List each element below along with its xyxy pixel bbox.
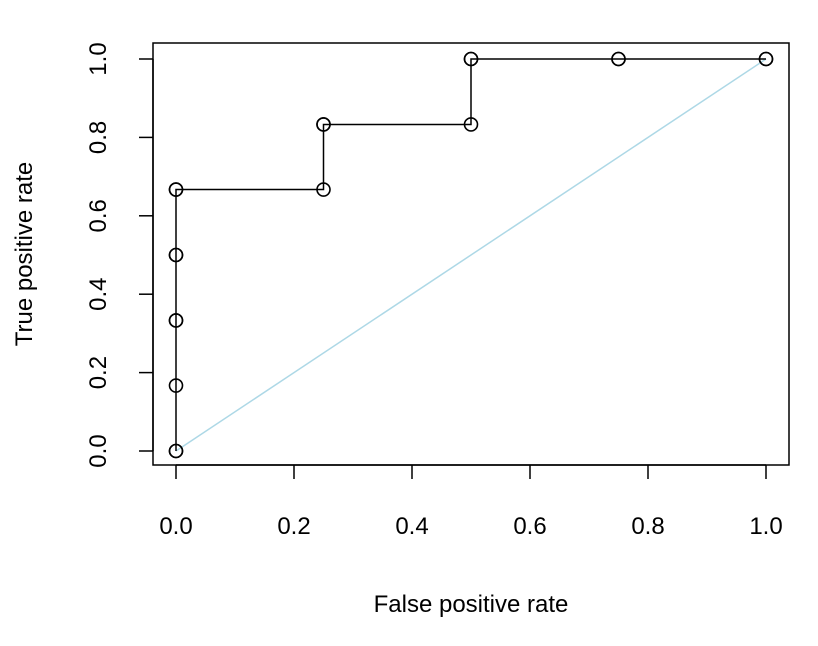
diagonal-reference-line: [175, 58, 767, 452]
roc-point-marker: [168, 247, 184, 263]
y-tick-label: 0.2: [85, 356, 112, 389]
x-axis-label: False positive rate: [374, 591, 569, 618]
x-tick-label: 0.0: [159, 513, 192, 540]
roc-point-marker: [316, 182, 331, 197]
roc-point-marker: [611, 51, 626, 67]
y-tick-label: 0.0: [85, 434, 112, 467]
roc-point-marker: [168, 182, 184, 197]
x-tick-label: 0.8: [631, 513, 664, 540]
y-tick-label: 0.4: [85, 278, 112, 311]
x-tick-label: 1.0: [749, 513, 782, 540]
y-axis: 0.0 0.2 0.4 0.6 0.8 1.0: [85, 42, 154, 468]
series-layer: [168, 51, 774, 459]
x-tick-label: 0.4: [395, 513, 428, 540]
x-tick-label: 0.6: [513, 513, 546, 540]
roc-point-marker: [463, 117, 479, 132]
roc-point-marker: [316, 117, 331, 132]
roc-point-marker: [463, 51, 479, 67]
roc-point-marker: [168, 443, 184, 459]
x-tick-label: 0.2: [277, 513, 310, 540]
y-tick-label: 0.6: [85, 199, 112, 232]
roc-point-marker: [758, 51, 774, 67]
x-axis: 0.0 0.2 0.4 0.6 0.8 1.0: [159, 464, 783, 540]
y-axis-label: True positive rate: [11, 162, 38, 347]
y-tick-label: 0.8: [85, 121, 112, 154]
roc-point-marker: [168, 378, 184, 393]
roc-point-marker: [168, 313, 184, 328]
y-tick-label: 1.0: [85, 42, 112, 75]
roc-curve-line: [175, 58, 766, 451]
